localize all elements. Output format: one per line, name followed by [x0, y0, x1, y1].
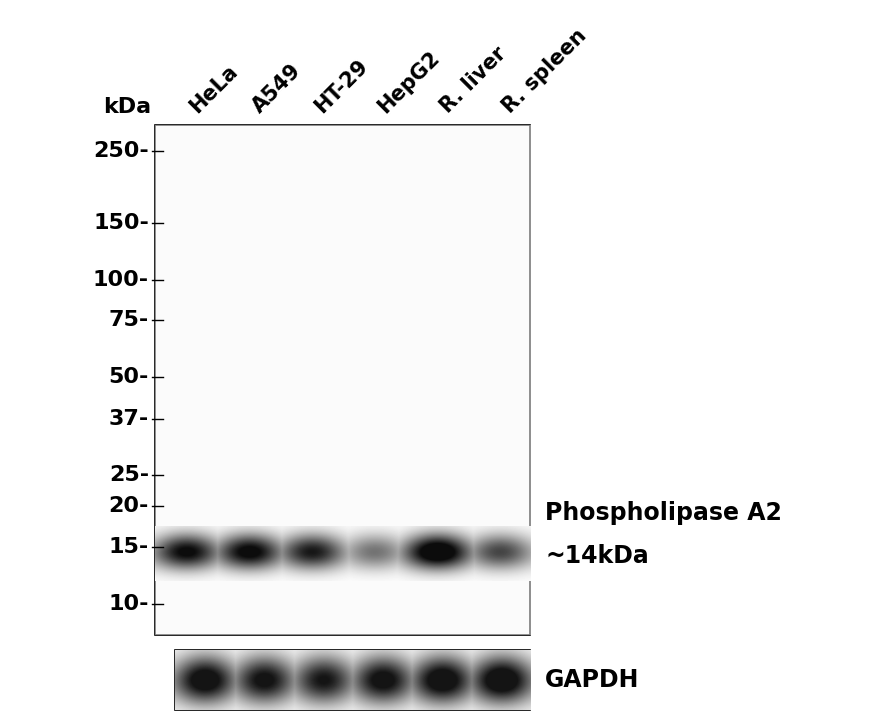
- Text: 50-: 50-: [108, 367, 149, 387]
- Text: 250-: 250-: [93, 141, 149, 161]
- Text: 20-: 20-: [108, 496, 149, 516]
- Text: R. liver: R. liver: [436, 43, 510, 117]
- Text: kDa: kDa: [103, 97, 151, 117]
- Bar: [175, 650, 530, 710]
- Text: 37-: 37-: [108, 410, 149, 429]
- Text: 25-: 25-: [109, 465, 149, 485]
- Text: 100-: 100-: [93, 269, 149, 289]
- Text: 15-: 15-: [108, 537, 149, 557]
- Text: HeLa: HeLa: [186, 61, 242, 117]
- Text: HepG2: HepG2: [374, 48, 443, 117]
- Text: 10-: 10-: [108, 594, 149, 614]
- Text: 75-: 75-: [108, 310, 149, 330]
- Text: Phospholipase A2: Phospholipase A2: [545, 501, 781, 525]
- Text: HT-29: HT-29: [312, 56, 372, 117]
- Bar: [155, 125, 530, 635]
- Text: GAPDH: GAPDH: [545, 668, 639, 692]
- Text: ~14kDa: ~14kDa: [545, 544, 649, 568]
- Text: A549: A549: [249, 60, 305, 117]
- Text: R. spleen: R. spleen: [499, 26, 591, 117]
- Text: 150-: 150-: [93, 213, 149, 232]
